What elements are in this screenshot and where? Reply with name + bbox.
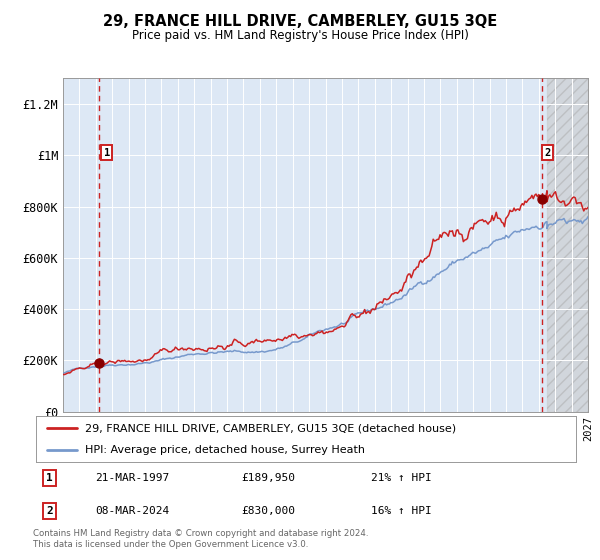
Text: 29, FRANCE HILL DRIVE, CAMBERLEY, GU15 3QE (detached house): 29, FRANCE HILL DRIVE, CAMBERLEY, GU15 3…	[85, 423, 456, 433]
Text: 1: 1	[104, 148, 110, 158]
Text: 2: 2	[544, 148, 550, 158]
Text: £189,950: £189,950	[241, 473, 295, 483]
Text: Price paid vs. HM Land Registry's House Price Index (HPI): Price paid vs. HM Land Registry's House …	[131, 29, 469, 42]
Text: 21% ↑ HPI: 21% ↑ HPI	[371, 473, 431, 483]
Text: 1: 1	[46, 473, 53, 483]
Text: 2: 2	[46, 506, 53, 516]
Text: HPI: Average price, detached house, Surrey Heath: HPI: Average price, detached house, Surr…	[85, 445, 365, 455]
Text: 29, FRANCE HILL DRIVE, CAMBERLEY, GU15 3QE: 29, FRANCE HILL DRIVE, CAMBERLEY, GU15 3…	[103, 14, 497, 29]
Text: 16% ↑ HPI: 16% ↑ HPI	[371, 506, 431, 516]
Text: £830,000: £830,000	[241, 506, 295, 516]
Bar	[547, 78, 588, 412]
Bar	[547, 78, 588, 412]
Text: Contains HM Land Registry data © Crown copyright and database right 2024.
This d: Contains HM Land Registry data © Crown c…	[33, 529, 368, 549]
Text: 21-MAR-1997: 21-MAR-1997	[95, 473, 170, 483]
Text: 08-MAR-2024: 08-MAR-2024	[95, 506, 170, 516]
